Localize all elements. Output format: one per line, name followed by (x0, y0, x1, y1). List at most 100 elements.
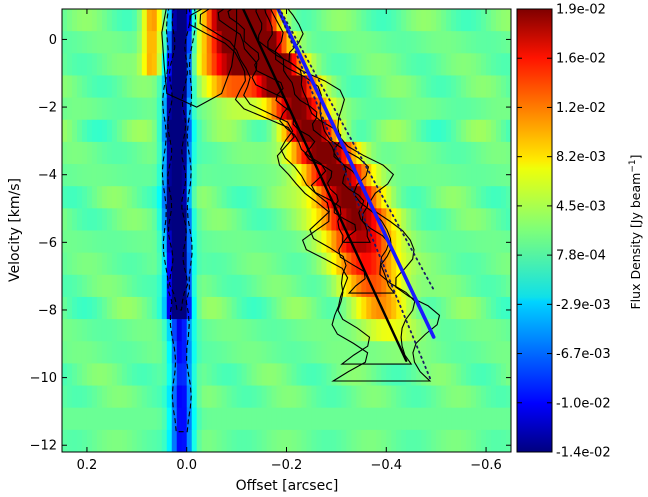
heatmap-cell (186, 252, 193, 276)
heatmap-cell (416, 141, 422, 165)
heatmap-cell (491, 385, 497, 409)
heatmap-cell (111, 31, 118, 54)
heatmap-cell (461, 119, 467, 143)
heatmap-cell (176, 208, 183, 232)
heatmap-cell (281, 31, 288, 54)
heatmap-cell (446, 252, 452, 276)
heatmap-cell (276, 97, 283, 121)
heatmap-cell (161, 363, 168, 387)
heatmap-cell (111, 319, 118, 342)
heatmap-cell (206, 429, 213, 452)
heatmap-cell (81, 97, 88, 121)
heatmap-cell (381, 230, 387, 254)
heatmap-cell (496, 385, 502, 409)
heatmap-cell (111, 141, 118, 165)
heatmap-cell (376, 141, 382, 165)
heatmap-cell (261, 319, 268, 342)
heatmap-cell (491, 164, 497, 187)
heatmap-cell (246, 230, 253, 254)
heatmap-cell (151, 75, 158, 99)
heatmap-cell (486, 363, 492, 387)
heatmap-cell (86, 97, 93, 121)
heatmap-cell (226, 274, 233, 298)
heatmap-cell (336, 141, 342, 165)
heatmap-cell (261, 385, 268, 409)
heatmap-cell (441, 31, 447, 54)
heatmap-cell (461, 407, 467, 431)
heatmap-cell (151, 274, 158, 298)
heatmap-cell (496, 186, 502, 209)
heatmap-cell (236, 429, 243, 452)
heatmap-cell (471, 97, 477, 121)
heatmap-cell (311, 274, 318, 298)
heatmap-cell (86, 407, 93, 431)
heatmap-cell (426, 208, 432, 232)
heatmap-cell (86, 252, 93, 276)
heatmap-cell (401, 274, 407, 298)
heatmap-cell (216, 97, 223, 121)
heatmap-cell (101, 407, 108, 431)
heatmap-cell (346, 75, 352, 99)
heatmap-cell (201, 274, 208, 298)
heatmap-cell (306, 296, 313, 320)
heatmap-cell (341, 75, 347, 99)
heatmap-cell (436, 119, 442, 143)
heatmap-cell (316, 341, 323, 364)
heatmap-cell (441, 230, 447, 254)
heatmap-cell (231, 252, 238, 276)
heatmap-cell (376, 230, 382, 254)
heatmap-cell (451, 429, 457, 452)
heatmap-cell (266, 141, 273, 165)
heatmap-cell (456, 341, 462, 364)
heatmap-cell (221, 141, 228, 165)
heatmap-cell (481, 53, 487, 77)
heatmap-cell (396, 341, 402, 364)
heatmap-cell (316, 31, 323, 54)
heatmap-cell (466, 186, 472, 209)
heatmap-cell (176, 97, 183, 121)
heatmap-cell (311, 230, 318, 254)
heatmap-cell (386, 9, 392, 32)
heatmap-cell (176, 31, 183, 54)
heatmap-cell (126, 319, 133, 342)
heatmap-cell (501, 296, 507, 320)
heatmap-cell (86, 341, 93, 364)
heatmap-cell (71, 385, 78, 409)
heatmap-cell (376, 75, 382, 99)
heatmap-cell (351, 31, 357, 54)
heatmap-cell (196, 9, 203, 32)
heatmap-cell (426, 164, 432, 187)
heatmap-cell (236, 97, 243, 121)
heatmap-cell (66, 230, 73, 254)
heatmap-cell (431, 252, 437, 276)
heatmap-cell (471, 31, 477, 54)
heatmap-cell (151, 53, 158, 77)
x-tick-label: −0.2 (271, 458, 303, 473)
heatmap-cell (506, 97, 511, 121)
heatmap-cell (66, 363, 73, 387)
heatmap-cell (416, 429, 422, 452)
heatmap-cell (381, 97, 387, 121)
heatmap-cell (146, 97, 153, 121)
heatmap-cell (176, 274, 183, 298)
heatmap-cell (501, 75, 507, 99)
heatmap-cell (246, 385, 253, 409)
heatmap-cell (481, 296, 487, 320)
heatmap-cell (161, 252, 168, 276)
heatmap-cell (91, 119, 98, 143)
heatmap-cell (471, 407, 477, 431)
heatmap-cell (381, 407, 387, 431)
heatmap-cell (436, 186, 442, 209)
heatmap-cell (206, 141, 213, 165)
heatmap-cell (116, 164, 123, 187)
heatmap-cell (111, 9, 118, 32)
heatmap-cell (331, 208, 337, 232)
heatmap-cell (321, 208, 328, 232)
heatmap-cell (436, 141, 442, 165)
heatmap-cell (396, 97, 402, 121)
heatmap-cell (101, 186, 108, 209)
heatmap-cell (491, 119, 497, 143)
heatmap-cell (506, 407, 511, 431)
heatmap-cell (191, 230, 198, 254)
heatmap-cell (416, 319, 422, 342)
